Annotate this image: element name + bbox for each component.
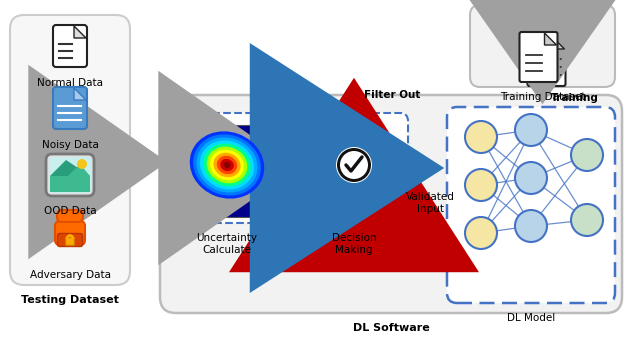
Circle shape [337,148,371,182]
Circle shape [336,147,372,183]
Circle shape [465,217,497,249]
Ellipse shape [189,131,264,199]
Polygon shape [74,26,86,38]
FancyBboxPatch shape [447,107,615,303]
Text: Validated
Input: Validated Input [406,192,454,214]
Ellipse shape [210,150,244,180]
FancyBboxPatch shape [46,154,94,196]
Circle shape [571,204,603,236]
Text: Testing Dataset: Testing Dataset [21,295,119,305]
Circle shape [77,159,87,169]
Ellipse shape [196,137,257,193]
FancyBboxPatch shape [65,237,74,246]
Text: Noisy Data: Noisy Data [42,140,99,150]
Polygon shape [545,33,557,45]
FancyBboxPatch shape [173,113,281,223]
Polygon shape [68,164,90,176]
Ellipse shape [193,134,261,196]
Circle shape [61,213,79,231]
FancyBboxPatch shape [470,5,615,87]
FancyBboxPatch shape [58,234,83,247]
Polygon shape [74,88,86,100]
FancyBboxPatch shape [49,157,91,193]
Circle shape [515,162,547,194]
Text: OOD Data: OOD Data [44,206,96,216]
Ellipse shape [200,141,254,189]
Ellipse shape [183,125,271,205]
Ellipse shape [204,144,251,186]
Ellipse shape [217,156,237,174]
Text: Uncertainty
Calculate: Uncertainty Calculate [196,233,257,254]
Text: Normal Data: Normal Data [37,78,103,88]
FancyBboxPatch shape [53,25,87,67]
Ellipse shape [186,128,268,202]
Text: Training Dataset: Training Dataset [500,92,585,102]
FancyBboxPatch shape [300,113,408,223]
Text: DL Model: DL Model [507,313,555,323]
FancyBboxPatch shape [53,87,87,129]
Text: Training: Training [550,93,598,103]
FancyBboxPatch shape [180,125,274,217]
Circle shape [515,114,547,146]
Polygon shape [326,137,382,193]
FancyBboxPatch shape [55,221,85,245]
Circle shape [340,151,368,179]
Text: Filter Out: Filter Out [364,90,420,100]
Text: Adversary Data: Adversary Data [29,270,111,280]
Ellipse shape [207,147,247,183]
FancyBboxPatch shape [160,95,622,313]
Circle shape [571,139,603,171]
Polygon shape [50,160,90,176]
Circle shape [465,121,497,153]
Circle shape [465,169,497,201]
Text: DL Software: DL Software [353,323,429,333]
FancyBboxPatch shape [527,36,566,86]
Text: Decision
Making: Decision Making [332,233,376,254]
Polygon shape [50,176,90,192]
Circle shape [515,210,547,242]
FancyBboxPatch shape [520,32,557,82]
Polygon shape [552,37,564,49]
Ellipse shape [223,162,230,168]
FancyBboxPatch shape [10,15,130,285]
Ellipse shape [220,159,234,171]
Ellipse shape [214,153,241,177]
FancyBboxPatch shape [57,210,83,222]
